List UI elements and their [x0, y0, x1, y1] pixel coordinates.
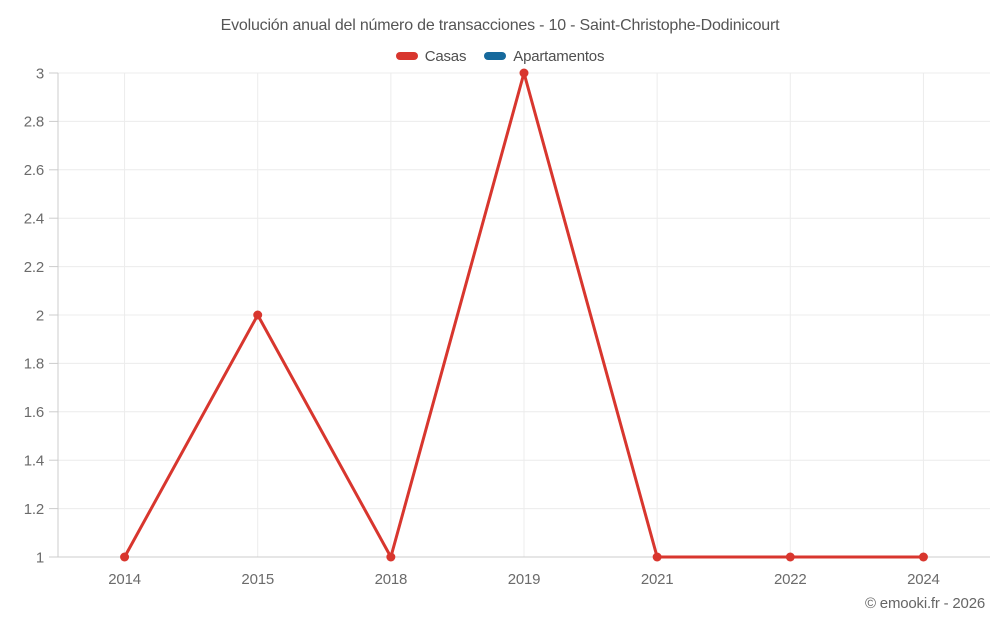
- y-axis-label: 2.4: [24, 210, 44, 227]
- y-axis-label: 1.4: [24, 452, 44, 469]
- legend-item-apartamentos[interactable]: Apartamentos: [484, 48, 604, 65]
- chart-legend: Casas Apartamentos: [0, 47, 1000, 65]
- y-axis-label: 2.6: [24, 162, 44, 179]
- y-axis-label: 2.8: [24, 114, 44, 131]
- y-axis-label: 1.6: [24, 404, 44, 421]
- y-axis-label: 2.2: [24, 259, 44, 276]
- x-axis-label: 2015: [241, 571, 274, 588]
- legend-swatch-apartamentos: [484, 52, 507, 60]
- legend-label-casas: Casas: [424, 47, 467, 65]
- chart-title: Evolución anual del número de transaccio…: [220, 17, 780, 34]
- legend-item-casas[interactable]: Casas: [395, 47, 467, 65]
- watermark: © emooki.fr - 2026: [864, 595, 985, 612]
- data-point[interactable]: [785, 552, 795, 562]
- data-point[interactable]: [120, 552, 130, 562]
- x-axis-label: 2022: [774, 571, 807, 588]
- x-axis-label: 2021: [641, 571, 674, 588]
- y-axis-label: 3: [36, 65, 44, 82]
- data-point[interactable]: [386, 552, 396, 562]
- data-point[interactable]: [519, 68, 529, 78]
- x-axis-label: 2014: [108, 571, 141, 588]
- y-axis-label: 1.8: [24, 356, 44, 373]
- data-point[interactable]: [918, 552, 928, 562]
- x-axis-label: 2024: [907, 571, 940, 588]
- x-axis-label: 2019: [508, 571, 541, 588]
- y-axis-label: 2: [36, 307, 44, 324]
- legend-label-apartamentos: Apartamentos: [513, 47, 605, 65]
- y-axis-label: 1: [36, 549, 44, 566]
- y-axis-label: 1.2: [24, 501, 44, 518]
- legend-swatch-casas: [395, 52, 418, 60]
- x-axis-label: 2018: [375, 571, 408, 588]
- data-point[interactable]: [652, 552, 662, 562]
- data-point[interactable]: [253, 310, 263, 320]
